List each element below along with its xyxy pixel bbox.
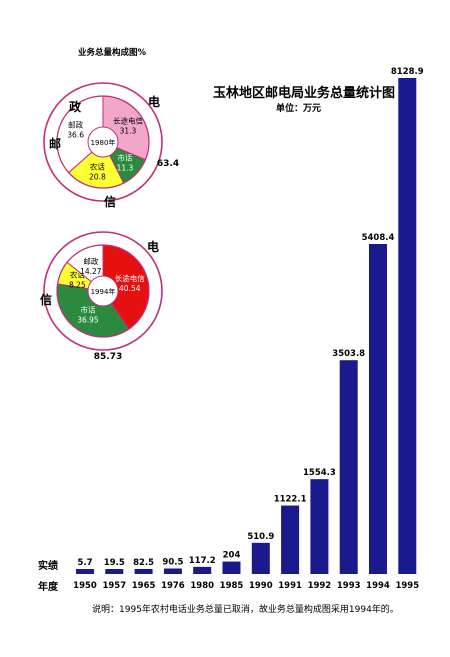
year-label-1957: 1957 bbox=[102, 581, 126, 591]
bar-1976 bbox=[163, 568, 182, 574]
bar-value-label-1965: 82.5 bbox=[133, 558, 154, 568]
bar-1992 bbox=[310, 479, 329, 574]
year-label-1965: 1965 bbox=[132, 581, 156, 591]
year-label-1990: 1990 bbox=[249, 581, 273, 591]
pie2-slice-value-0: 40.54 bbox=[119, 284, 141, 293]
pie1-slice-label-1: 市话 bbox=[117, 152, 132, 162]
bar-value-label-1990: 510.9 bbox=[247, 532, 274, 542]
bar-1957 bbox=[105, 569, 124, 574]
unit-label: 单位：万元 bbox=[276, 104, 322, 114]
bar-1950 bbox=[76, 569, 94, 574]
pie1-ring-char-you: 邮 bbox=[49, 136, 61, 151]
pie1-ring-char-zheng: 政 bbox=[69, 99, 82, 114]
pie1-slice-value-2: 20.8 bbox=[89, 172, 106, 181]
pie2-slice-value-2: 8.25 bbox=[69, 281, 86, 290]
bar-value-label-1993: 3503.8 bbox=[332, 349, 365, 359]
bar-1985 bbox=[222, 561, 241, 574]
pie2-center-label: 1994年 bbox=[91, 287, 116, 296]
value-row-label: 实绩 bbox=[38, 561, 58, 572]
bar-value-label-1985: 204 bbox=[223, 551, 241, 561]
bar-1991 bbox=[281, 505, 300, 574]
chart-title: 玉林地区邮电局业务总量统计图 bbox=[213, 86, 396, 101]
pie1-slice-value-3: 36.6 bbox=[67, 131, 84, 140]
pie1-slice-label-3: 邮政 bbox=[68, 120, 83, 130]
pie2-slice-label-1: 市话 bbox=[80, 305, 95, 315]
bar-value-label-1994: 5408.4 bbox=[362, 233, 395, 243]
pie1-center-label: 1980年 bbox=[91, 138, 116, 147]
year-label-1980: 1980 bbox=[190, 581, 214, 591]
pie1-ring-char-dian: 电 bbox=[148, 94, 160, 109]
bar-1980 bbox=[193, 566, 212, 574]
bar-value-label-1980: 117.2 bbox=[189, 556, 216, 566]
year-label-1991: 1991 bbox=[278, 581, 302, 591]
year-label-1985: 1985 bbox=[220, 581, 244, 591]
year-label-1976: 1976 bbox=[161, 581, 185, 591]
pie1-ring-char-xin: 信 bbox=[104, 194, 116, 209]
pie1-telecom-total: 63.4 bbox=[157, 159, 179, 169]
footnote: 说明：1995年农村电话业务总量已取消，故业务总量构成图采用1994年的。 bbox=[92, 605, 399, 615]
bar-1994 bbox=[369, 243, 387, 574]
bar-1993 bbox=[339, 360, 358, 574]
pie2-center-hole bbox=[87, 275, 119, 307]
pie1-slice-label-2: 农话 bbox=[90, 161, 105, 171]
bar-value-label-1976: 90.5 bbox=[162, 557, 183, 567]
pie1-slice-label-0: 长途电信 bbox=[113, 115, 143, 125]
bar-value-label-1957: 19.5 bbox=[104, 558, 125, 568]
pie2-slice-label-3: 邮政 bbox=[83, 256, 98, 266]
pie-chart-title: 业务总量构成图% bbox=[78, 48, 147, 58]
pie2-telecom-total: 85.73 bbox=[94, 352, 122, 362]
bar-value-label-1992: 1554.3 bbox=[303, 468, 336, 478]
pie2-slice-label-2: 农话 bbox=[70, 270, 85, 280]
year-row-label: 年度 bbox=[38, 582, 58, 593]
pie1-slice-value-1: 11.3 bbox=[117, 163, 134, 172]
pie1-center-hole bbox=[87, 126, 119, 158]
bar-1995 bbox=[398, 78, 417, 574]
pie2-ring-char-dian: 电 bbox=[147, 239, 159, 254]
pie2-ring-char-xin: 信 bbox=[40, 292, 52, 307]
pie2-slice-label-0: 长途电信 bbox=[115, 273, 145, 283]
year-label-1993: 1993 bbox=[337, 581, 361, 591]
year-label-1950: 1950 bbox=[73, 581, 97, 591]
pie2-slice-value-1: 36.95 bbox=[77, 316, 99, 325]
bar-1990 bbox=[251, 542, 270, 574]
year-label-1992: 1992 bbox=[308, 581, 332, 591]
pie2-slice-value-3: 14.27 bbox=[80, 267, 102, 276]
pie1-inner-ring bbox=[56, 95, 150, 189]
bar-value-label-1950: 5.7 bbox=[77, 558, 92, 568]
bar-1965 bbox=[134, 568, 153, 574]
bar-value-label-1991: 1122.1 bbox=[274, 495, 307, 505]
year-label-1994: 1994 bbox=[366, 581, 390, 591]
bar-value-label-1995: 8128.9 bbox=[391, 67, 424, 77]
year-label-1995: 1995 bbox=[395, 581, 419, 591]
pie1-slice-value-0: 31.3 bbox=[120, 126, 137, 135]
pie2-inner-ring bbox=[56, 244, 150, 338]
